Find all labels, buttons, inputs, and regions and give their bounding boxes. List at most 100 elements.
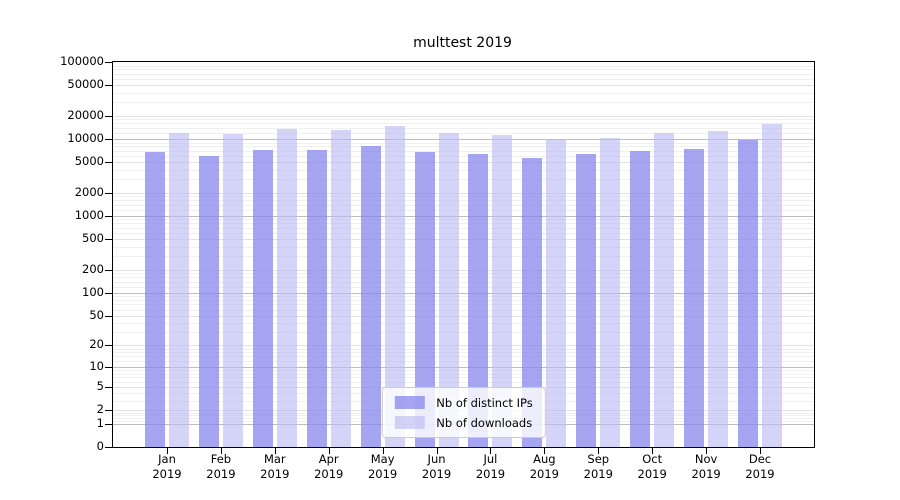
gridline <box>113 192 814 194</box>
y-tick-label: 20000 <box>67 107 104 122</box>
bar-downloads <box>276 129 297 447</box>
legend-item-downloads: Nb of downloads <box>394 414 532 431</box>
gridline-major <box>113 138 814 140</box>
x-tick-mark <box>598 448 600 454</box>
gridline-minor <box>113 179 814 181</box>
bar-distinct-ips <box>684 148 705 447</box>
gridline-minor <box>113 256 814 258</box>
gridline <box>113 345 814 347</box>
bars-layer <box>113 62 814 447</box>
gridline-major <box>113 366 814 368</box>
y-tick-label: 100 <box>82 284 104 299</box>
gridline-minor <box>113 73 814 75</box>
gridline-minor <box>113 273 814 275</box>
y-tick-label: 5 <box>96 379 104 394</box>
gridline-minor <box>113 132 814 134</box>
y-tick-label: 200 <box>82 261 104 276</box>
y-tick-label: 0 <box>96 439 104 453</box>
x-tick-mark <box>274 448 276 454</box>
y-tick-mark <box>105 269 112 271</box>
x-tick-mark <box>220 448 222 454</box>
legend-label-distinct-ips: Nb of distinct IPs <box>436 395 533 410</box>
gridline-major <box>113 215 814 217</box>
y-tick-mark <box>105 366 112 368</box>
gridline-minor <box>113 332 814 334</box>
legend-swatch-distinct-ips <box>394 396 425 409</box>
x-tick-mark <box>706 448 708 454</box>
gridline-minor <box>113 304 814 306</box>
y-tick-label: 2000 <box>74 184 104 199</box>
y-tick-mark <box>105 345 112 347</box>
bar-distinct-ips <box>522 158 543 447</box>
gridline-minor <box>113 281 814 283</box>
gridline-minor <box>113 377 814 379</box>
gridline-minor <box>113 348 814 350</box>
gridline-minor <box>113 169 814 171</box>
y-tick-mark <box>105 239 112 241</box>
gridline-minor <box>113 209 814 211</box>
bar-downloads <box>546 140 567 447</box>
y-tick-mark <box>105 115 112 117</box>
legend-label-downloads: Nb of downloads <box>436 415 533 430</box>
x-tick-label: Oct 2019 <box>637 452 667 481</box>
gridline-minor <box>113 322 814 324</box>
x-tick-mark <box>167 448 168 454</box>
gridline-minor <box>113 219 814 221</box>
x-tick-mark <box>436 448 438 454</box>
gridline-minor <box>113 277 814 279</box>
y-tick-mark <box>105 387 112 389</box>
x-tick-label: Aug 2019 <box>529 452 559 481</box>
chart-title: multtest 2019 <box>413 35 512 51</box>
gridline-minor <box>113 223 814 225</box>
gridline-minor <box>113 204 814 206</box>
gridline-minor <box>113 370 814 371</box>
x-tick-label: Jan 2019 <box>152 452 182 481</box>
y-tick-label: 50000 <box>67 77 104 92</box>
y-tick-mark <box>105 62 112 63</box>
gridline-minor <box>113 142 814 144</box>
gridline-minor <box>113 69 814 71</box>
bar-distinct-ips <box>468 153 489 447</box>
gridline-minor <box>113 156 814 158</box>
bar-distinct-ips <box>306 149 327 447</box>
gridline-major <box>113 292 814 294</box>
bar-distinct-ips <box>198 155 219 447</box>
bar-downloads <box>761 123 782 447</box>
x-tick-label: Nov 2019 <box>691 452 721 481</box>
legend-swatch-downloads <box>394 416 425 429</box>
y-tick-mark <box>105 215 112 217</box>
x-tick-label: Jul 2019 <box>475 452 506 481</box>
bar-downloads <box>330 130 351 447</box>
legend-item-distinct-ips: Nb of distinct IPs <box>394 394 533 411</box>
gridline-minor <box>113 65 814 67</box>
gridline-minor <box>113 119 814 121</box>
y-tick-label: 20 <box>89 337 104 352</box>
y-tick-mark <box>105 292 112 294</box>
bar-distinct-ips <box>252 150 273 447</box>
gridline-minor <box>113 92 814 94</box>
gridline-minor <box>113 196 814 198</box>
y-tick-label: 2 <box>96 402 104 417</box>
bar-downloads <box>222 133 243 447</box>
bar-distinct-ips <box>414 152 435 447</box>
bar-downloads <box>600 138 621 447</box>
y-tick-label: 1 <box>96 415 104 430</box>
gridline-minor <box>113 356 814 358</box>
gridline-minor <box>113 296 814 298</box>
bar-downloads <box>654 133 675 447</box>
x-tick-mark <box>328 448 330 454</box>
gridline-minor <box>113 150 814 152</box>
gridline-minor <box>113 373 814 375</box>
gridline-minor <box>113 200 814 202</box>
y-tick-label: 50 <box>89 307 104 322</box>
bar-distinct-ips <box>360 146 381 447</box>
gridline-minor <box>113 227 814 229</box>
y-tick-mark <box>105 423 112 425</box>
gridline-minor <box>113 300 814 302</box>
x-tick-label: Jun 2019 <box>421 452 452 481</box>
bar-downloads <box>438 133 459 447</box>
y-tick-label: 10 <box>89 358 104 373</box>
bar-distinct-ips <box>630 151 651 447</box>
x-tick-label: May 2019 <box>367 452 398 481</box>
gridline-minor <box>113 246 814 248</box>
